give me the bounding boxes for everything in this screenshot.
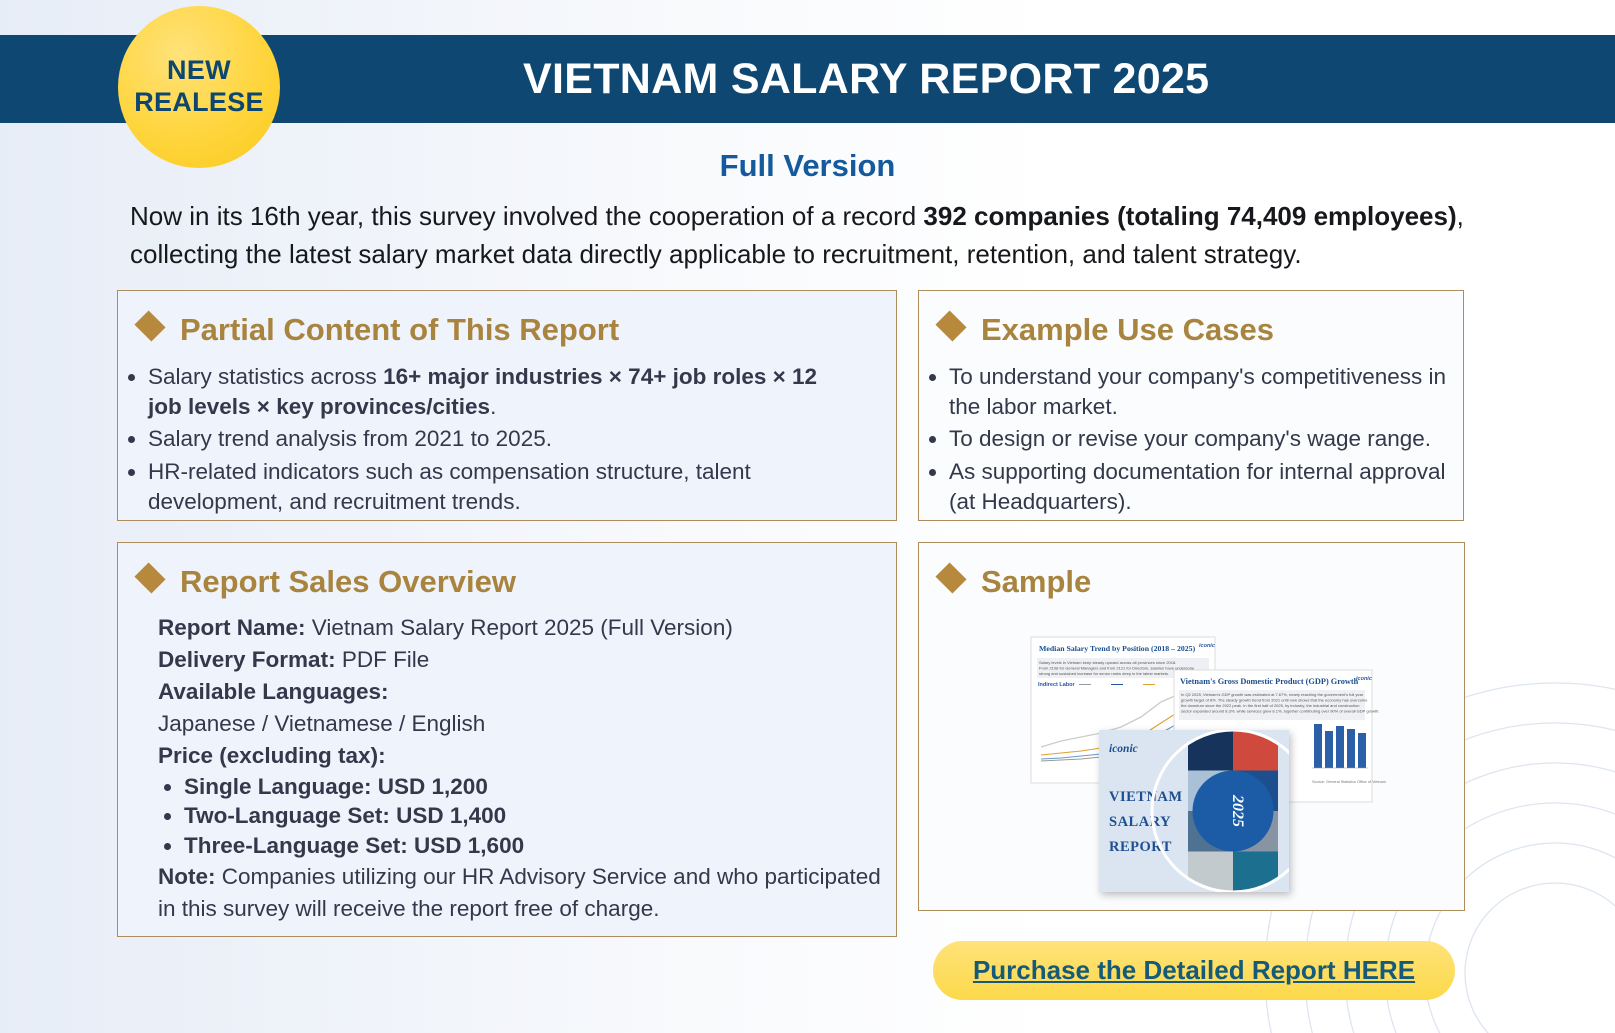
svg-text:SALARY: SALARY (1109, 814, 1171, 830)
svg-text:iconic: iconic (1109, 743, 1138, 755)
svg-text:iconic: iconic (1356, 676, 1372, 682)
svg-text:Indirect Labor: Indirect Labor (1038, 682, 1076, 688)
svg-text:sector expanded around 8.3%, w: sector expanded around 8.3%, while servi… (1181, 709, 1379, 714)
svg-text:In Q2 2025, Vietnam's GDP grow: In Q2 2025, Vietnam's GDP growth was est… (1181, 692, 1364, 697)
svg-text:From 2108 for General Managers: From 2108 for General Managers and from … (1039, 666, 1195, 671)
svg-text:strong and sustained increase: strong and sustained increase for senior… (1039, 671, 1169, 676)
svg-text:VIETNAM: VIETNAM (1109, 789, 1183, 805)
svg-text:2025: 2025 (1229, 794, 1246, 827)
svg-text:Vietnam's Gross Domestic Produ: Vietnam's Gross Domestic Product (GDP) G… (1180, 677, 1359, 686)
svg-text:the downturn since the 2022 pe: the downturn since the 2022 peak. In the… (1181, 703, 1359, 708)
svg-text:iconic: iconic (1199, 643, 1215, 649)
svg-text:Median Salary Trend by Positio: Median Salary Trend by Position (2018 – … (1039, 644, 1196, 653)
svg-text:Source: General Statistics Off: Source: General Statistics Office of Vie… (1312, 780, 1386, 784)
svg-text:growth target of 8%. The stead: growth target of 8%. The steady growth t… (1181, 698, 1368, 703)
svg-text:Salary levels in Vietnam keep: Salary levels in Vietnam keep steady upw… (1039, 660, 1176, 665)
